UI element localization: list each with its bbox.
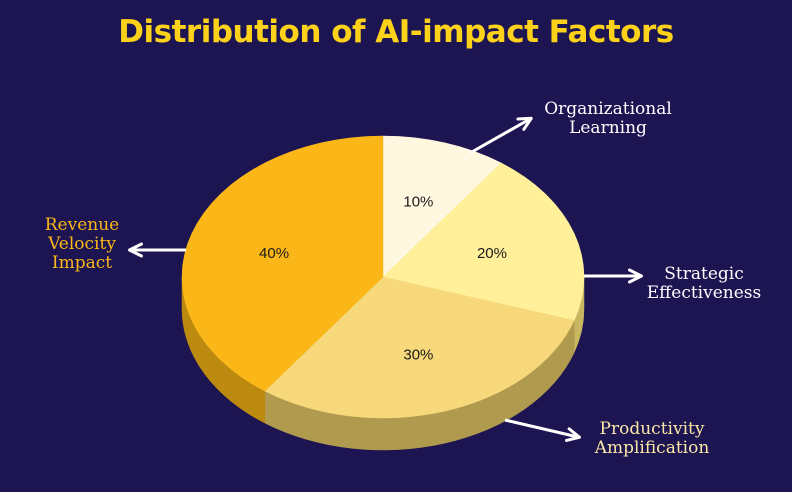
category-label-4: Revenue bbox=[45, 215, 119, 235]
category-label-2: Strategic bbox=[664, 264, 743, 284]
pie-slice-2 bbox=[382, 162, 585, 321]
value-label-3: 30% bbox=[403, 346, 433, 363]
pie-slice-3 bbox=[264, 276, 575, 419]
value-label-1: 10% bbox=[403, 194, 433, 211]
pie-slice-1 bbox=[382, 135, 502, 278]
category-label-2: Effectiveness bbox=[647, 283, 761, 303]
value-label-4: 40% bbox=[259, 245, 289, 262]
category-label-3: Amplification bbox=[594, 438, 710, 458]
category-label-3: Productivity bbox=[600, 419, 705, 439]
pie-slice-4 bbox=[181, 135, 384, 392]
category-label-1: Organizational bbox=[544, 99, 672, 119]
category-label-4: Impact bbox=[52, 253, 112, 273]
pie-top bbox=[181, 135, 585, 419]
category-label-4: Velocity bbox=[47, 234, 116, 254]
category-label-1: Learning bbox=[569, 118, 647, 138]
callout-arrow-1 bbox=[469, 116, 533, 155]
callout-arrow-3 bbox=[504, 418, 581, 442]
chart-title: Distribution of AI-impact Factors bbox=[118, 14, 674, 50]
value-label-2: 20% bbox=[477, 245, 507, 262]
